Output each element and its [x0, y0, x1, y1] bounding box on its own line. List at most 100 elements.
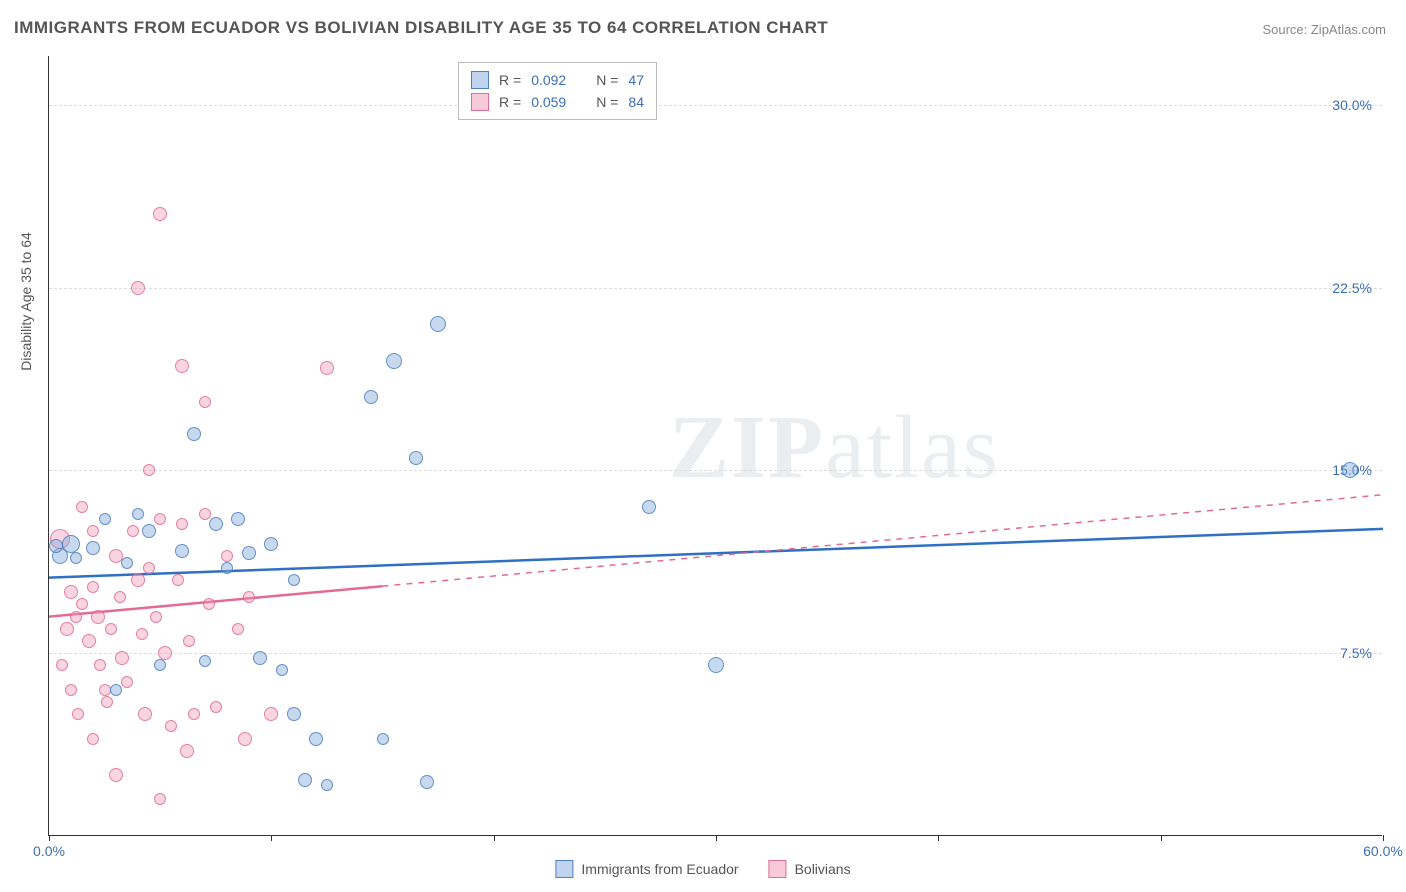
scatter-point — [72, 708, 84, 720]
scatter-point — [82, 634, 96, 648]
scatter-point — [87, 525, 99, 537]
scatter-point — [199, 655, 211, 667]
scatter-point — [264, 707, 278, 721]
x-tick-mark — [716, 835, 717, 841]
y-tick-label: 7.5% — [1340, 645, 1372, 661]
swatch-pink-icon — [471, 93, 489, 111]
scatter-point — [64, 585, 78, 599]
r-value-ecuador: 0.092 — [531, 72, 566, 88]
scatter-point — [158, 646, 172, 660]
trend-svg — [49, 56, 1383, 836]
scatter-point — [154, 513, 166, 525]
scatter-point — [708, 657, 724, 673]
gridline-h — [49, 470, 1382, 471]
legend-stats-row-bolivian: R = 0.059 N = 84 — [471, 91, 644, 113]
scatter-point — [176, 518, 188, 530]
scatter-point — [153, 207, 167, 221]
source-label: Source: ZipAtlas.com — [1262, 22, 1386, 37]
scatter-point — [287, 707, 301, 721]
legend-item-ecuador: Immigrants from Ecuador — [555, 860, 738, 878]
legend-series: Immigrants from Ecuador Bolivians — [555, 860, 850, 878]
x-tick-mark — [271, 835, 272, 841]
scatter-point — [231, 512, 245, 526]
scatter-point — [127, 525, 139, 537]
legend-stats: R = 0.092 N = 47 R = 0.059 N = 84 — [458, 62, 657, 120]
scatter-point — [321, 779, 333, 791]
n-label: N = — [596, 94, 618, 110]
scatter-point — [309, 732, 323, 746]
legend-item-bolivian: Bolivians — [769, 860, 851, 878]
scatter-point — [221, 550, 233, 562]
scatter-point — [180, 744, 194, 758]
scatter-point — [175, 359, 189, 373]
scatter-point — [188, 708, 200, 720]
y-axis-label: Disability Age 35 to 64 — [18, 232, 34, 371]
scatter-point — [70, 552, 82, 564]
scatter-point — [121, 557, 133, 569]
x-tick-label: 60.0% — [1363, 843, 1403, 859]
chart-container: IMMIGRANTS FROM ECUADOR VS BOLIVIAN DISA… — [0, 0, 1406, 892]
scatter-point — [99, 513, 111, 525]
x-tick-mark — [1383, 835, 1384, 841]
scatter-point — [210, 701, 222, 713]
scatter-point — [209, 517, 223, 531]
gridline-h — [49, 288, 1382, 289]
scatter-point — [221, 562, 233, 574]
scatter-point — [377, 733, 389, 745]
watermark: ZIPatlas — [669, 396, 1000, 499]
scatter-point — [199, 508, 211, 520]
legend-label-bolivian: Bolivians — [795, 861, 851, 877]
scatter-point — [288, 574, 300, 586]
scatter-point — [121, 676, 133, 688]
legend-label-ecuador: Immigrants from Ecuador — [581, 861, 738, 877]
scatter-point — [49, 539, 63, 553]
swatch-pink-icon — [769, 860, 787, 878]
chart-title: IMMIGRANTS FROM ECUADOR VS BOLIVIAN DISA… — [14, 18, 828, 38]
legend-stats-row-ecuador: R = 0.092 N = 47 — [471, 69, 644, 91]
scatter-point — [430, 316, 446, 332]
scatter-point — [165, 720, 177, 732]
x-tick-mark — [49, 835, 50, 841]
scatter-point — [76, 598, 88, 610]
scatter-point — [65, 684, 77, 696]
scatter-point — [238, 732, 252, 746]
scatter-point — [101, 696, 113, 708]
scatter-point — [276, 664, 288, 676]
scatter-point — [172, 574, 184, 586]
scatter-point — [94, 659, 106, 671]
scatter-point — [142, 524, 156, 538]
scatter-point — [87, 733, 99, 745]
r-label: R = — [499, 94, 521, 110]
scatter-point — [386, 353, 402, 369]
scatter-point — [1342, 462, 1358, 478]
scatter-point — [154, 659, 166, 671]
scatter-point — [150, 611, 162, 623]
scatter-point — [132, 508, 144, 520]
x-tick-mark — [494, 835, 495, 841]
x-tick-label: 0.0% — [33, 843, 65, 859]
scatter-point — [115, 651, 129, 665]
scatter-point — [131, 281, 145, 295]
scatter-point — [109, 768, 123, 782]
scatter-point — [143, 562, 155, 574]
scatter-point — [298, 773, 312, 787]
scatter-point — [420, 775, 434, 789]
plot-area: ZIPatlas 7.5%15.0%22.5%30.0%0.0%60.0% — [48, 56, 1382, 836]
y-tick-label: 22.5% — [1332, 280, 1372, 296]
scatter-point — [91, 610, 105, 624]
n-label: N = — [596, 72, 618, 88]
scatter-point — [253, 651, 267, 665]
scatter-point — [232, 623, 244, 635]
x-tick-mark — [938, 835, 939, 841]
swatch-blue-icon — [555, 860, 573, 878]
scatter-point — [87, 581, 99, 593]
scatter-point — [56, 659, 68, 671]
scatter-point — [175, 544, 189, 558]
n-value-bolivian: 84 — [628, 94, 644, 110]
scatter-point — [154, 793, 166, 805]
scatter-point — [203, 598, 215, 610]
scatter-point — [60, 622, 74, 636]
r-label: R = — [499, 72, 521, 88]
scatter-point — [187, 427, 201, 441]
scatter-point — [105, 623, 117, 635]
